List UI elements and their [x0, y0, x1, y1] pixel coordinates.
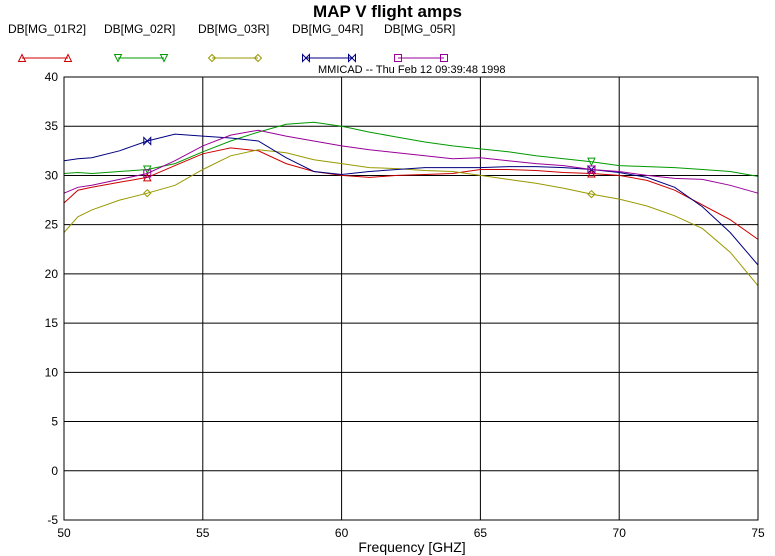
grid-layer	[63, 76, 759, 521]
series-marker	[113, 54, 123, 63]
legend-entry: DB[MG_04R]	[292, 22, 363, 63]
series-5	[63, 129, 759, 194]
y-tick-label: 5	[51, 415, 58, 429]
series-4	[63, 133, 759, 266]
y-tick-label: 10	[45, 365, 59, 379]
y-tick-label: 0	[51, 464, 58, 478]
legend-label: DB[MG_01R2]	[8, 22, 86, 36]
series-line	[63, 133, 759, 266]
series-marker	[302, 53, 310, 63]
series-marker	[587, 165, 596, 174]
series-marker	[253, 53, 263, 63]
series-marker	[394, 54, 402, 62]
y-tick-label: 20	[45, 267, 59, 281]
plot-frame	[63, 76, 759, 521]
x-axis-label: Frequency [GHZ]	[358, 539, 465, 555]
legend-entry: DB[MG_03R]	[198, 22, 269, 63]
series-3	[63, 149, 759, 287]
series-layer	[63, 121, 759, 287]
series-line	[63, 129, 759, 194]
series-marker	[440, 54, 448, 62]
legend-entry: DB[MG_02R]	[104, 22, 175, 63]
series-marker	[143, 188, 152, 198]
y-tick-label: 25	[45, 218, 59, 232]
x-tick-label: 50	[57, 526, 71, 540]
series-marker	[587, 157, 596, 167]
x-tick-label: 75	[751, 526, 765, 540]
y-tick-label: 40	[45, 70, 59, 84]
x-tick-label: 55	[196, 526, 210, 540]
series-marker	[143, 136, 152, 146]
y-tick-label: -5	[47, 513, 58, 527]
series-marker	[348, 53, 356, 63]
y-tick-label: 35	[45, 119, 59, 133]
series-marker	[143, 169, 152, 178]
chart-subtitle: MMICAD -- Thu Feb 12 09:39:48 1998	[318, 64, 506, 76]
axis-layer: -5 0 5 10 15 20 25 30 35 40 50 55 60 65 70 75	[45, 70, 765, 540]
legend-label: DB[MG_03R]	[198, 22, 269, 36]
x-tick-label: 60	[335, 526, 349, 540]
x-tick-label: 65	[474, 526, 488, 540]
chart-title: MAP V flight amps	[313, 2, 462, 21]
series-line	[63, 149, 759, 287]
series-line	[63, 121, 759, 177]
legend-entry: DB[MG_05R]	[384, 22, 455, 62]
x-tick-label: 70	[613, 526, 627, 540]
legend-label: DB[MG_05R]	[384, 22, 455, 36]
series-marker	[159, 54, 169, 63]
y-tick-label: 30	[45, 168, 59, 182]
series-line	[63, 147, 759, 240]
legend: DB[MG_01R2] DB[MG_02R] DB[MG_03R] DB[MG_04R…	[8, 22, 455, 63]
series-marker	[17, 53, 27, 62]
legend-label: DB[MG_04R]	[292, 22, 363, 36]
series-marker	[207, 53, 217, 63]
legend-entry: DB[MG_01R2]	[8, 22, 86, 62]
legend-label: DB[MG_02R]	[104, 22, 175, 36]
series-marker	[587, 189, 596, 199]
y-tick-label: 15	[45, 316, 59, 330]
series-1	[63, 147, 759, 240]
series-marker	[63, 53, 73, 62]
